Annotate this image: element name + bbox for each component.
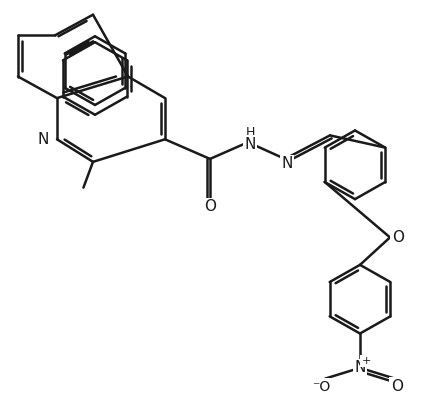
Text: O: O	[391, 379, 403, 394]
Text: N: N	[38, 132, 49, 147]
Text: +: +	[361, 356, 371, 366]
Text: N: N	[244, 137, 256, 152]
Text: H: H	[245, 126, 255, 139]
Text: O: O	[204, 199, 216, 214]
Text: ⁻O: ⁻O	[312, 379, 330, 394]
Text: N: N	[354, 361, 365, 375]
Text: O: O	[392, 230, 404, 245]
Text: N: N	[281, 156, 293, 171]
